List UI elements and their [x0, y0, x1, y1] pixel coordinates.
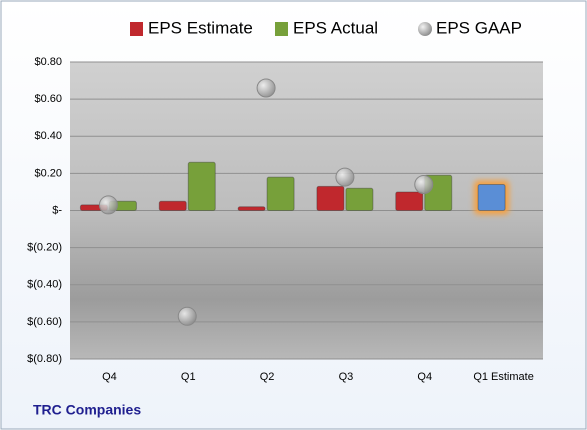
point: [414, 175, 434, 195]
point: [256, 78, 276, 98]
y-tick-label: $(0.20): [27, 242, 62, 254]
bar: [237, 206, 266, 212]
legend-marker: [130, 22, 143, 36]
bar: [316, 185, 345, 211]
legend-marker: [275, 22, 288, 36]
y-tick-label: $(0.80): [27, 353, 62, 365]
bar: [345, 187, 374, 212]
x-tick-label: Q1 Estimate: [473, 371, 534, 383]
bar: [477, 184, 506, 211]
y-tick-label: $(0.60): [27, 316, 62, 328]
y-tick-label: $-: [52, 204, 62, 216]
y-tick-label: $0.60: [34, 93, 62, 105]
legend-label: EPS Actual: [293, 18, 378, 37]
x-tick-label: Q3: [339, 371, 354, 383]
bar: [187, 161, 216, 212]
y-tick-label: $0.40: [34, 130, 62, 142]
point: [177, 306, 197, 326]
x-tick-label: Q4: [417, 371, 432, 383]
legend-label: EPS GAAP: [436, 18, 522, 37]
bar: [158, 200, 187, 211]
y-tick-label: $0.80: [34, 56, 62, 68]
x-tick-label: Q1: [181, 371, 196, 383]
point: [335, 167, 355, 187]
bar: [395, 191, 424, 211]
y-tick-label: $0.20: [34, 167, 62, 179]
footer: TRC Companies: [33, 402, 141, 418]
point: [98, 195, 118, 215]
legend-label: EPS Estimate: [148, 18, 253, 37]
legend-marker: [418, 22, 432, 36]
bar: [266, 176, 295, 211]
x-tick-label: Q4: [102, 371, 117, 383]
y-tick-label: $(0.40): [27, 279, 62, 291]
x-tick-label: Q2: [260, 371, 275, 383]
